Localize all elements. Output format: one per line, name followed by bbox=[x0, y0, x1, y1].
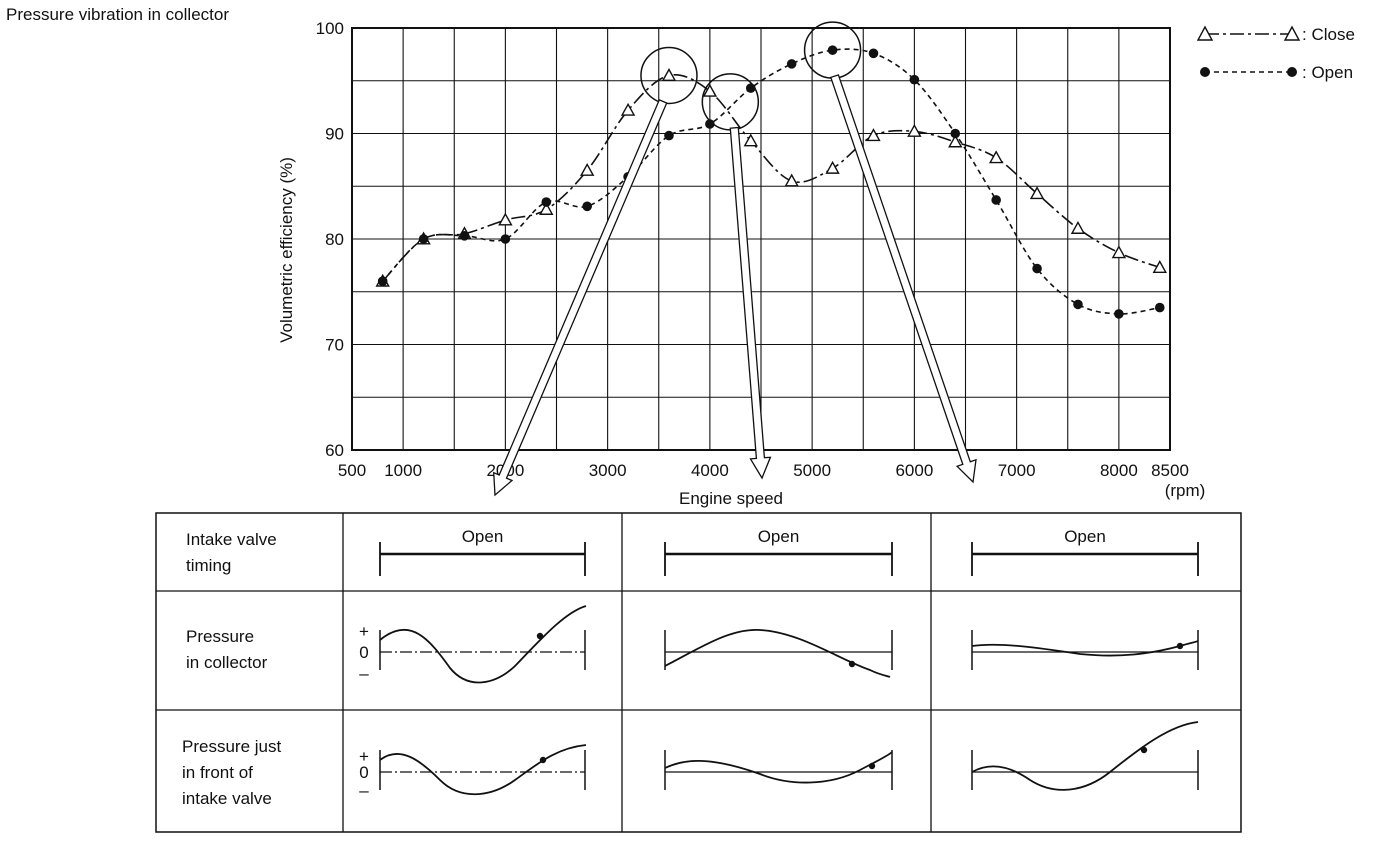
data-point-open bbox=[868, 48, 879, 59]
legend-label-close: : Close bbox=[1302, 25, 1355, 44]
series-line-close bbox=[382, 74, 1161, 282]
data-point-close bbox=[579, 162, 595, 176]
row-header-3: Pressure just bbox=[182, 737, 281, 756]
table-border bbox=[155, 512, 1242, 833]
data-point-close bbox=[661, 68, 677, 81]
pressure-wave bbox=[664, 751, 893, 784]
data-point-close bbox=[539, 202, 554, 215]
y-tick-label: 70 bbox=[325, 336, 344, 355]
data-point-open bbox=[1032, 263, 1042, 274]
data-point-open bbox=[786, 59, 797, 69]
valve-timing-table: Intake valve timing Pressure in collector Pr… bbox=[155, 512, 1242, 833]
data-point-close bbox=[743, 133, 758, 147]
arrow-to-column-2 bbox=[729, 126, 772, 480]
data-point-close bbox=[1029, 186, 1045, 200]
x-tick-label: 4000 bbox=[691, 461, 729, 480]
data-point-close bbox=[1152, 260, 1167, 273]
data-point-open bbox=[582, 201, 592, 212]
x-tick-label: 3000 bbox=[589, 461, 627, 480]
y-tick-label: 80 bbox=[325, 230, 344, 249]
data-point-close bbox=[866, 128, 881, 142]
data-point-open bbox=[909, 74, 920, 85]
chart-title: Pressure vibration in collector bbox=[6, 5, 229, 24]
data-point-open bbox=[1154, 302, 1165, 313]
legend-marker-open bbox=[1287, 67, 1297, 77]
highlight-circle bbox=[640, 46, 698, 105]
data-point-open bbox=[541, 197, 552, 207]
x-tick-label: 8500 bbox=[1151, 461, 1189, 480]
x-tick-label: 5000 bbox=[793, 461, 831, 480]
data-point-open bbox=[500, 234, 511, 244]
pressure-wave bbox=[664, 629, 891, 678]
axis-zero-label: 0 bbox=[359, 763, 368, 782]
arrow-to-column-3 bbox=[829, 74, 977, 484]
pressure-wave bbox=[379, 744, 587, 796]
axis-minus-label: – bbox=[359, 664, 369, 683]
open-label: Open bbox=[758, 527, 800, 546]
x-axis-unit: (rpm) bbox=[1165, 481, 1206, 500]
data-point-close bbox=[907, 123, 922, 137]
phase-dot bbox=[536, 632, 544, 640]
data-point-open bbox=[991, 195, 1001, 205]
data-point-close bbox=[825, 160, 840, 174]
data-point-close bbox=[702, 83, 718, 97]
data-point-open bbox=[377, 276, 388, 287]
legend-marker-close bbox=[1283, 25, 1301, 41]
phase-dot bbox=[1140, 746, 1148, 754]
data-point-close bbox=[948, 134, 963, 148]
legend-marker-close bbox=[1196, 25, 1214, 41]
open-label: Open bbox=[462, 527, 504, 546]
data-point-open bbox=[827, 45, 838, 55]
axis-minus-label: – bbox=[359, 781, 369, 800]
y-tick-label: 100 bbox=[316, 19, 344, 38]
data-point-open bbox=[459, 231, 470, 241]
row-header-1: timing bbox=[186, 556, 231, 575]
y-axis-label: Volumetric efficiency (%) bbox=[277, 157, 296, 343]
x-tick-label: 500 bbox=[338, 461, 366, 480]
row-header-1: Intake valve bbox=[186, 530, 277, 549]
axis-plus-label: + bbox=[359, 622, 369, 641]
data-point-close bbox=[498, 212, 513, 226]
row-header-3: intake valve bbox=[182, 789, 272, 808]
row-header-2: Pressure bbox=[186, 627, 254, 646]
arrow-to-column-1 bbox=[492, 99, 668, 497]
phase-dot bbox=[539, 756, 547, 764]
data-point-open bbox=[705, 119, 715, 129]
data-point-close bbox=[1070, 221, 1086, 234]
x-tick-label: 6000 bbox=[895, 461, 933, 480]
axis-plus-label: + bbox=[359, 747, 369, 766]
data-point-open bbox=[950, 128, 961, 139]
highlight-circle bbox=[701, 73, 760, 131]
series-line-open bbox=[382, 48, 1160, 315]
legend-label-open: : Open bbox=[1302, 63, 1353, 82]
legend-marker-open bbox=[1200, 67, 1210, 77]
y-tick-label: 90 bbox=[325, 125, 344, 144]
data-point-close bbox=[784, 173, 799, 187]
x-tick-label: 1000 bbox=[384, 461, 422, 480]
x-tick-label: 7000 bbox=[998, 461, 1036, 480]
data-point-open bbox=[1073, 299, 1083, 310]
row-header-3: in front of bbox=[182, 763, 253, 782]
y-tick-label: 60 bbox=[325, 441, 344, 460]
open-label: Open bbox=[1064, 527, 1106, 546]
data-point-close bbox=[620, 102, 636, 116]
phase-dot bbox=[1176, 642, 1184, 650]
x-tick-label: 8000 bbox=[1100, 461, 1138, 480]
data-point-open bbox=[1114, 309, 1124, 319]
pressure-wave bbox=[971, 721, 1199, 791]
data-point-close bbox=[1111, 245, 1127, 259]
x-axis-label: Engine speed bbox=[679, 489, 783, 508]
pressure-wave bbox=[379, 605, 587, 684]
pressure-wave bbox=[971, 640, 1199, 657]
data-point-open bbox=[418, 234, 429, 244]
data-point-open bbox=[664, 130, 674, 141]
row-header-2: in collector bbox=[186, 653, 268, 672]
data-point-close bbox=[988, 150, 1004, 164]
axis-zero-label: 0 bbox=[359, 643, 368, 662]
phase-dot bbox=[848, 660, 856, 668]
phase-dot bbox=[868, 762, 876, 770]
